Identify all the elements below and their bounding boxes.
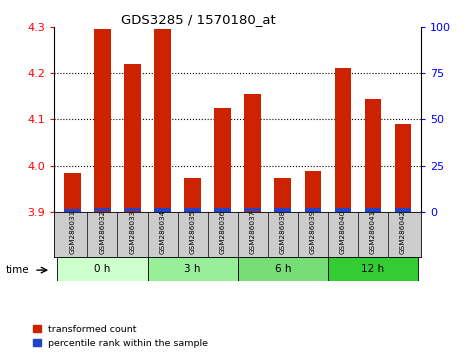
Bar <box>365 208 381 212</box>
Bar <box>305 171 321 212</box>
Text: GSM286035: GSM286035 <box>190 210 196 255</box>
Bar <box>245 94 261 212</box>
Text: GSM286039: GSM286039 <box>310 210 316 255</box>
Bar <box>274 178 291 212</box>
Text: GSM286040: GSM286040 <box>340 210 346 255</box>
Bar <box>394 124 411 212</box>
Bar <box>57 257 148 281</box>
Bar <box>184 178 201 212</box>
Bar <box>64 209 81 212</box>
Bar <box>365 98 381 212</box>
Bar <box>124 208 141 211</box>
Text: GSM286038: GSM286038 <box>280 210 286 255</box>
Bar <box>334 68 351 212</box>
Bar <box>214 208 231 212</box>
Bar <box>334 208 351 212</box>
Bar <box>94 208 111 211</box>
Bar <box>148 257 238 281</box>
Text: GSM286032: GSM286032 <box>99 210 105 255</box>
Bar <box>154 208 171 212</box>
Text: GSM286036: GSM286036 <box>219 210 226 255</box>
Bar <box>305 208 321 212</box>
Text: 12 h: 12 h <box>361 264 385 274</box>
Bar <box>394 208 411 212</box>
Bar <box>274 208 291 212</box>
Bar <box>328 257 418 281</box>
Bar <box>94 29 111 212</box>
Text: time: time <box>6 265 30 275</box>
Bar <box>124 64 141 212</box>
Bar <box>154 29 171 212</box>
Bar <box>245 208 261 211</box>
Text: GSM286041: GSM286041 <box>370 210 376 255</box>
Text: GSM286042: GSM286042 <box>400 210 406 255</box>
Bar <box>184 208 201 212</box>
Text: 0 h: 0 h <box>94 264 111 274</box>
Legend: transformed count, percentile rank within the sample: transformed count, percentile rank withi… <box>33 325 208 348</box>
Text: 6 h: 6 h <box>274 264 291 274</box>
Text: GSM286037: GSM286037 <box>250 210 256 255</box>
Text: GDS3285 / 1570180_at: GDS3285 / 1570180_at <box>121 13 276 27</box>
Text: GSM286033: GSM286033 <box>130 210 136 255</box>
Bar <box>238 257 328 281</box>
Text: 3 h: 3 h <box>184 264 201 274</box>
Text: GSM286034: GSM286034 <box>159 210 166 255</box>
Text: GSM286031: GSM286031 <box>70 210 75 255</box>
Bar <box>214 108 231 212</box>
Bar <box>64 173 81 212</box>
